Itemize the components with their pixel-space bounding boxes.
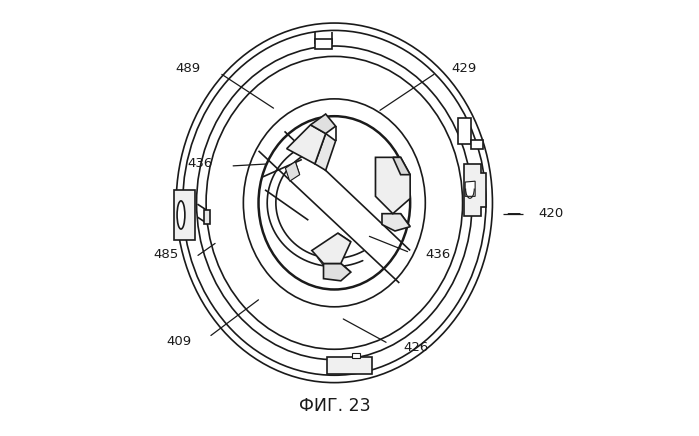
- Polygon shape: [315, 39, 332, 49]
- Ellipse shape: [177, 201, 185, 229]
- Polygon shape: [285, 162, 300, 181]
- Polygon shape: [471, 140, 482, 149]
- Polygon shape: [310, 114, 336, 133]
- Text: ФИГ. 23: ФИГ. 23: [298, 398, 370, 416]
- Polygon shape: [375, 157, 410, 214]
- Text: 426: 426: [403, 341, 429, 354]
- Polygon shape: [312, 233, 351, 263]
- Polygon shape: [174, 190, 195, 240]
- Text: 436: 436: [425, 249, 451, 261]
- Text: 489: 489: [175, 62, 200, 75]
- Text: 420: 420: [538, 207, 563, 220]
- Text: 485: 485: [153, 249, 178, 261]
- Polygon shape: [315, 133, 336, 170]
- Text: 409: 409: [166, 335, 192, 348]
- Polygon shape: [465, 181, 475, 196]
- Polygon shape: [326, 358, 373, 374]
- Polygon shape: [393, 157, 410, 175]
- Polygon shape: [458, 118, 471, 144]
- Polygon shape: [352, 353, 360, 358]
- Polygon shape: [382, 214, 410, 231]
- Text: 436: 436: [188, 157, 213, 170]
- Text: 429: 429: [452, 62, 477, 75]
- Polygon shape: [324, 263, 351, 281]
- Polygon shape: [287, 125, 326, 164]
- Polygon shape: [203, 210, 210, 224]
- Polygon shape: [464, 164, 486, 216]
